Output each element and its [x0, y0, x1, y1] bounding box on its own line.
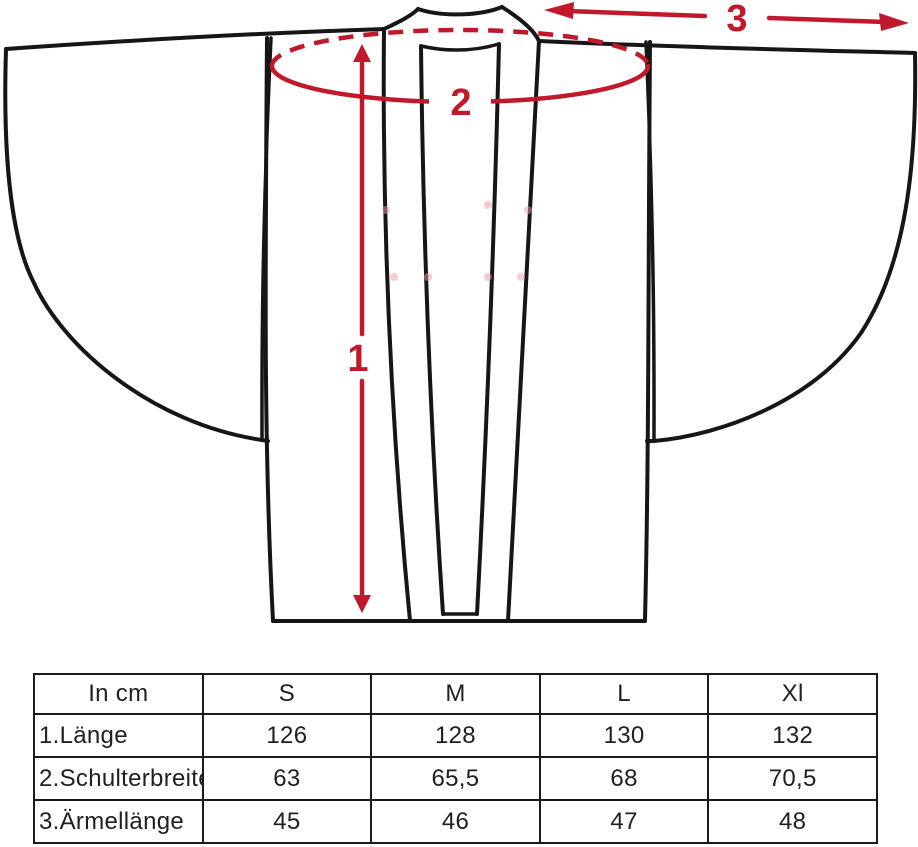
arrow-right-head: [879, 13, 909, 31]
table-row-length: 1.Länge 126 128 130 132: [33, 713, 878, 758]
cell-value: 46: [370, 799, 541, 844]
size-header-l: L: [538, 673, 710, 715]
cell-value: 70,5: [707, 756, 878, 801]
arrow-up-head: [353, 44, 371, 62]
cell-value: 130: [538, 713, 710, 758]
arrow-left-head: [544, 2, 574, 19]
cell-value: 47: [538, 799, 710, 844]
table-row-shoulder: 2.Schulterbreite 63 65,5 68 70,5: [33, 756, 878, 801]
shoulder-width-label: 2: [450, 82, 471, 124]
table-header-row: In cm S M L Xl: [33, 673, 878, 715]
size-header-m: M: [370, 673, 541, 715]
length-arrow: 1: [347, 44, 371, 613]
cell-value: 126: [201, 713, 373, 758]
row-label: 2.Schulterbreite: [33, 756, 204, 801]
ellipse-dashed-arc: [269, 27, 651, 67]
cell-value: 65,5: [370, 756, 541, 801]
cell-value: 68: [538, 756, 710, 801]
arrow-down-head: [353, 595, 371, 613]
cell-value: 45: [201, 799, 373, 844]
length-label: 1: [347, 338, 368, 380]
cell-value: 128: [370, 713, 541, 758]
cell-value: 63: [201, 756, 373, 801]
unit-header-cell: In cm: [33, 673, 204, 715]
shoulder-width-ellipse: 2: [269, 27, 651, 124]
row-label: 1.Länge: [33, 713, 204, 758]
kimono-outline: [3, 5, 918, 623]
cell-value: 132: [707, 713, 878, 758]
sleeve-length-arrow: 3: [544, 0, 909, 40]
row-label: 3.Ärmellänge: [33, 799, 204, 844]
size-chart-table: In cm S M L Xl 1.Länge 126 128 130 132 2…: [33, 673, 878, 844]
size-header-s: S: [201, 673, 373, 715]
size-header-xl: Xl: [707, 673, 878, 715]
watermark-dots: [382, 201, 532, 281]
kimono-size-diagram: 2 1 3: [3, 0, 918, 623]
table-row-sleeve: 3.Ärmellänge 45 46 47 48: [33, 799, 878, 844]
cell-value: 48: [707, 799, 878, 844]
sleeve-length-label: 3: [726, 0, 747, 40]
